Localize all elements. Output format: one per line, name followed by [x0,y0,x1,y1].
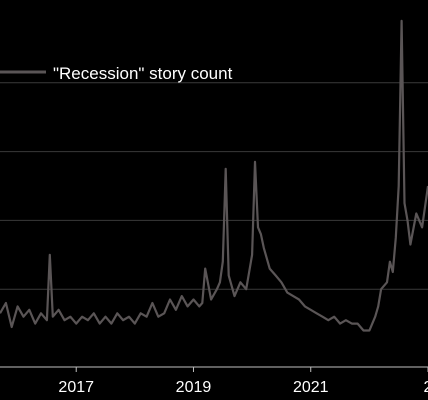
series-line-0 [0,19,428,332]
legend-label: "Recession" story count [53,64,233,83]
grid-lines [0,82,428,290]
series-group [0,19,428,332]
legend: "Recession" story count [0,64,233,83]
x-tick-label-0: 2017 [58,379,94,396]
x-tick-label-1: 2019 [176,379,212,396]
x-axis-ticks: 2017 2019 2021 2 [58,367,428,396]
x-tick-label-3: 2 [424,379,428,396]
x-tick-label-2: 2021 [293,379,329,396]
